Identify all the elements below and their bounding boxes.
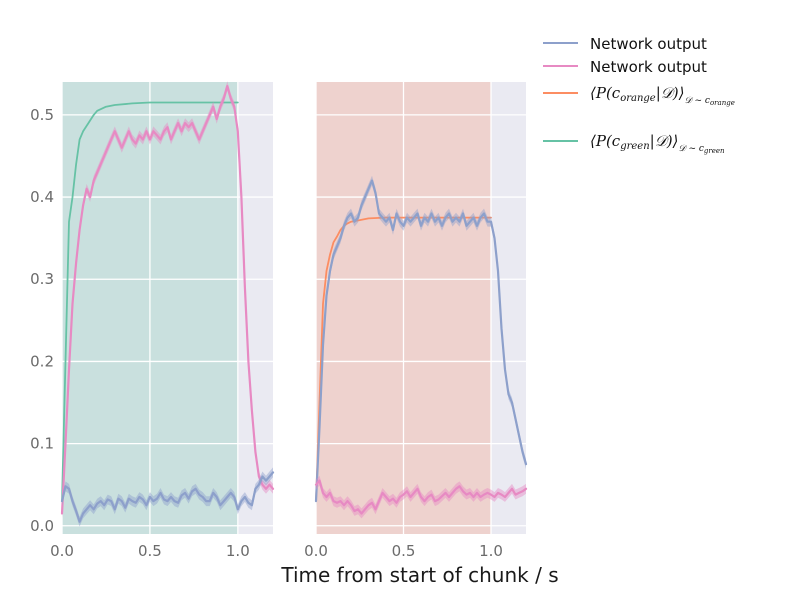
series-line bbox=[60, 471, 275, 523]
y-tick-label: 0.2 bbox=[30, 352, 54, 370]
x-tick-label: 0.0 bbox=[50, 542, 74, 560]
series-line bbox=[60, 84, 275, 515]
legend-item: Network output bbox=[543, 58, 707, 76]
y-tick-label: 0.4 bbox=[30, 188, 54, 206]
legend-label: Network output bbox=[590, 35, 707, 53]
legend-item: Network output bbox=[543, 35, 707, 53]
y-tick-label: 0.5 bbox=[30, 106, 54, 124]
x-tick-label: 1.0 bbox=[479, 542, 503, 560]
x-tick-label: 1.0 bbox=[226, 542, 250, 560]
series-line bbox=[314, 179, 528, 503]
legend-label: ⟨P(corange|𝒟)⟩𝒟 ~ corange bbox=[590, 84, 735, 107]
panel-orange: 0.0 0.5 1.0 bbox=[304, 82, 528, 560]
x-tick-label: 0.5 bbox=[392, 542, 416, 560]
x-tick-label: 0.5 bbox=[138, 542, 162, 560]
series-line bbox=[314, 479, 528, 515]
y-tick-label: 0.0 bbox=[30, 517, 54, 535]
legend-item: ⟨P(cgreen|𝒟)⟩𝒟 ~ cgreen bbox=[543, 132, 725, 155]
legend-label: ⟨P(cgreen|𝒟)⟩𝒟 ~ cgreen bbox=[590, 132, 725, 155]
legend-label: Network output bbox=[590, 58, 707, 76]
panel-green: 0.0 0.5 1.0 0.0 0.1 0.2 0.3 0.4 0.5 bbox=[30, 81, 275, 560]
series-error-band bbox=[62, 467, 273, 527]
y-tick-label: 0.1 bbox=[30, 435, 54, 453]
x-axis-title: Time from start of chunk / s bbox=[280, 563, 558, 587]
series-line bbox=[61, 101, 239, 503]
legend: Network output Network output ⟨P(corange|𝒟… bbox=[543, 35, 735, 155]
y-tick-label: 0.3 bbox=[30, 270, 54, 288]
legend-item: ⟨P(corange|𝒟)⟩𝒟 ~ corange bbox=[543, 84, 735, 107]
x-tick-label: 0.0 bbox=[304, 542, 328, 560]
